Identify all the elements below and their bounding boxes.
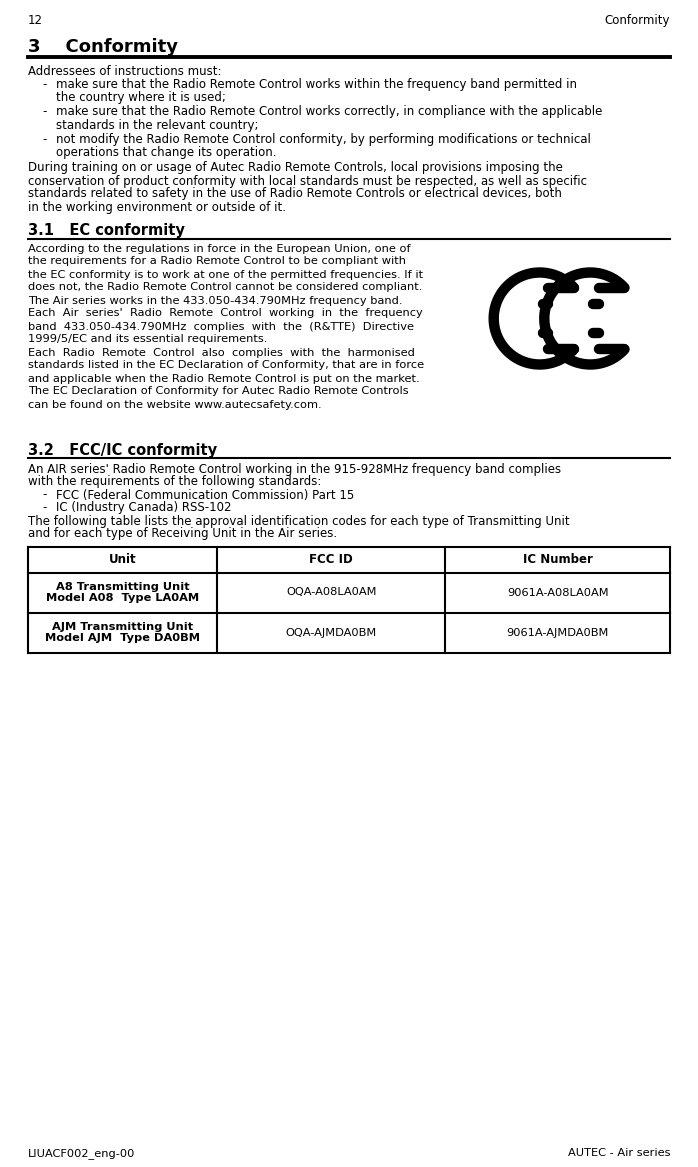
Text: IC (Industry Canada) RSS-102: IC (Industry Canada) RSS-102 (56, 502, 232, 515)
Text: and for each type of Receiving Unit in the Air series.: and for each type of Receiving Unit in t… (28, 527, 337, 540)
Bar (28, 546, 670, 652)
Text: the country where it is used;: the country where it is used; (56, 91, 226, 104)
Text: standards related to safety in the use of Radio Remote Controls or electrical de: standards related to safety in the use o… (28, 188, 562, 201)
Text: in the working environment or outside of it.: in the working environment or outside of… (28, 201, 286, 214)
Text: the EC conformity is to work at one of the permitted frequencies. If it: the EC conformity is to work at one of t… (28, 270, 423, 280)
Text: 3.2   FCC/IC conformity: 3.2 FCC/IC conformity (28, 442, 217, 457)
Text: During training on or usage of Autec Radio Remote Controls, local provisions imp: During training on or usage of Autec Rad… (28, 161, 563, 175)
Text: -: - (42, 78, 46, 91)
Text: Each  Radio  Remote  Control  also  complies  with  the  harmonised: Each Radio Remote Control also complies … (28, 348, 415, 357)
Text: The EC Declaration of Conformity for Autec Radio Remote Controls: The EC Declaration of Conformity for Aut… (28, 386, 408, 397)
Text: band  433.050-434.790MHz  complies  with  the  (R&TTE)  Directive: band 433.050-434.790MHz complies with th… (28, 321, 414, 331)
Text: OQA-A08LA0AM: OQA-A08LA0AM (286, 587, 377, 598)
Text: FCC ID: FCC ID (309, 553, 353, 566)
Text: does not, the Radio Remote Control cannot be considered compliant.: does not, the Radio Remote Control canno… (28, 282, 422, 293)
Text: OQA-AJMDA0BM: OQA-AJMDA0BM (285, 628, 377, 637)
Text: Conformity: Conformity (604, 14, 670, 27)
Text: LIUACF002_eng-00: LIUACF002_eng-00 (28, 1148, 135, 1159)
Text: Unit: Unit (109, 553, 137, 566)
Text: 9061A-AJMDA0BM: 9061A-AJMDA0BM (507, 628, 609, 637)
Text: can be found on the website www.autecsafety.com.: can be found on the website www.autecsaf… (28, 399, 322, 410)
Text: standards listed in the EC Declaration of Conformity, that are in force: standards listed in the EC Declaration o… (28, 361, 424, 370)
Text: make sure that the Radio Remote Control works correctly, in compliance with the : make sure that the Radio Remote Control … (56, 105, 602, 119)
Text: FCC (Federal Communication Commission) Part 15: FCC (Federal Communication Commission) P… (56, 489, 355, 502)
Text: -: - (42, 105, 46, 119)
Text: According to the regulations in force in the European Union, one of: According to the regulations in force in… (28, 244, 410, 253)
Text: 1999/5/EC and its essential requirements.: 1999/5/EC and its essential requirements… (28, 335, 267, 344)
Text: conservation of product conformity with local standards must be respected, as we: conservation of product conformity with … (28, 175, 587, 188)
Text: with the requirements of the following standards:: with the requirements of the following s… (28, 475, 321, 489)
Text: operations that change its operation.: operations that change its operation. (56, 146, 276, 159)
Text: A8 Transmitting Unit
Model A08  Type LA0AM: A8 Transmitting Unit Model A08 Type LA0A… (46, 581, 199, 603)
Text: Addressees of instructions must:: Addressees of instructions must: (28, 65, 221, 78)
Text: 3    Conformity: 3 Conformity (28, 39, 178, 56)
Text: AJM Transmitting Unit
Model AJM  Type DA0BM: AJM Transmitting Unit Model AJM Type DA0… (45, 622, 200, 643)
Text: -: - (42, 133, 46, 146)
Text: An AIR series' Radio Remote Control working in the 915-928MHz frequency band com: An AIR series' Radio Remote Control work… (28, 462, 561, 475)
Text: make sure that the Radio Remote Control works within the frequency band permitte: make sure that the Radio Remote Control … (56, 78, 577, 91)
Text: -: - (42, 502, 46, 515)
Text: and applicable when the Radio Remote Control is put on the market.: and applicable when the Radio Remote Con… (28, 373, 419, 384)
Text: 12: 12 (28, 14, 43, 27)
Text: 3.1   EC conformity: 3.1 EC conformity (28, 224, 185, 238)
Text: standards in the relevant country;: standards in the relevant country; (56, 119, 258, 132)
Text: The following table lists the approval identification codes for each type of Tra: The following table lists the approval i… (28, 515, 570, 527)
Text: 9061A-A08LA0AM: 9061A-A08LA0AM (507, 587, 609, 598)
Text: -: - (42, 489, 46, 502)
Text: Each  Air  series'  Radio  Remote  Control  working  in  the  frequency: Each Air series' Radio Remote Control wo… (28, 308, 423, 319)
Text: The Air series works in the 433.050-434.790MHz frequency band.: The Air series works in the 433.050-434.… (28, 295, 403, 306)
Text: AUTEC - Air series: AUTEC - Air series (567, 1148, 670, 1158)
Text: the requirements for a Radio Remote Control to be compliant with: the requirements for a Radio Remote Cont… (28, 257, 406, 266)
Text: not modify the Radio Remote Control conformity, by performing modifications or t: not modify the Radio Remote Control conf… (56, 133, 591, 146)
Text: IC Number: IC Number (523, 553, 593, 566)
